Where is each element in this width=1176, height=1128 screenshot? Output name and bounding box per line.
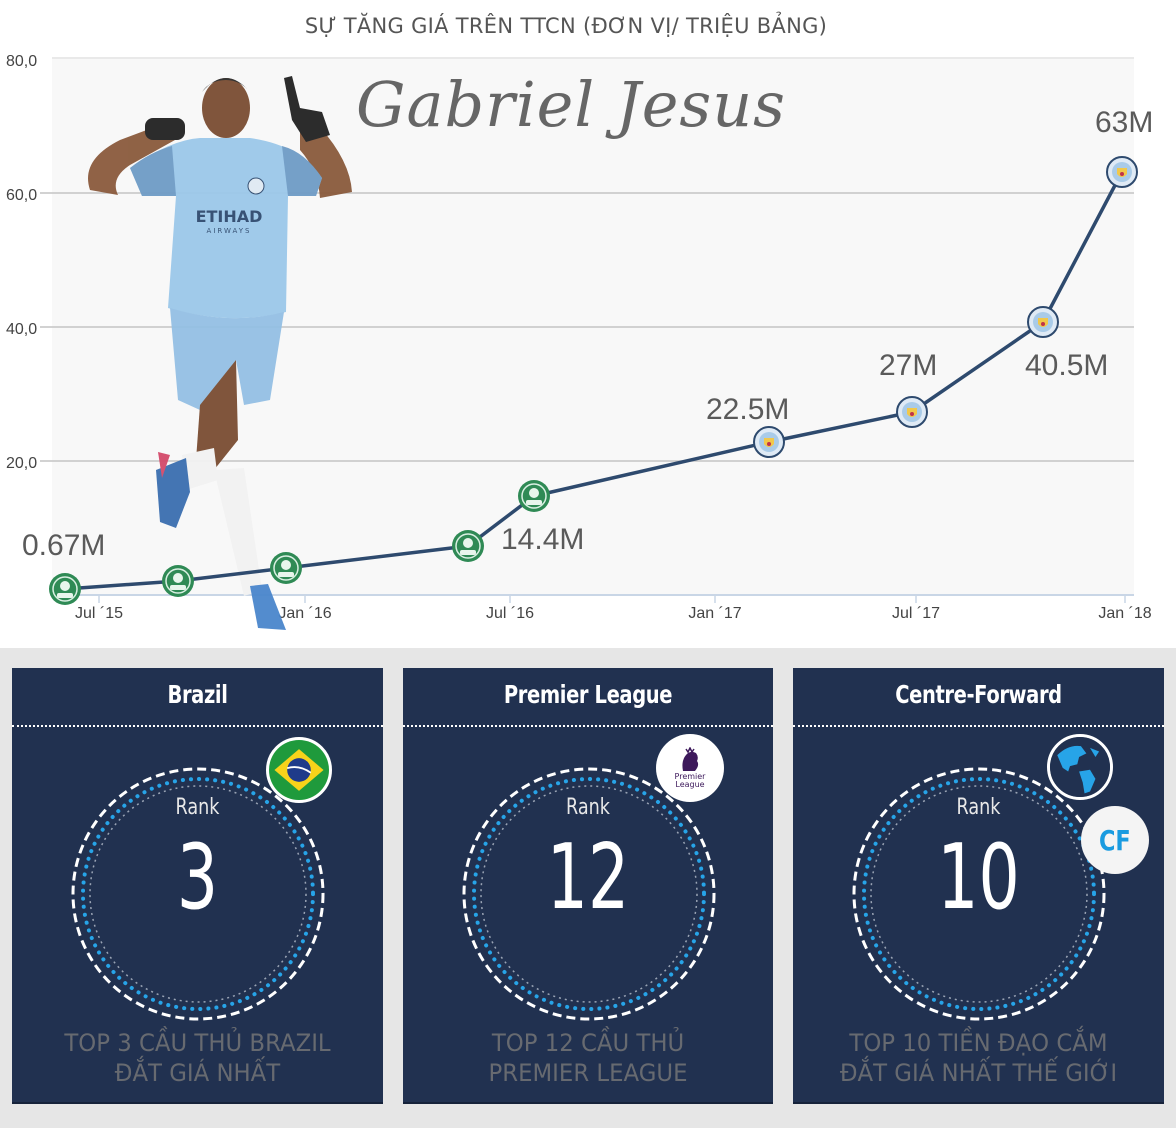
rank-label: Rank bbox=[175, 795, 220, 820]
x-tick-label: Jan ´17 bbox=[688, 605, 741, 622]
svg-text:AIRWAYS: AIRWAYS bbox=[207, 227, 252, 235]
rank-ring bbox=[462, 767, 716, 1021]
card-title: Brazil bbox=[167, 680, 228, 709]
x-tick-label: Jul ´15 bbox=[75, 605, 123, 622]
x-tick-label: Jul ´16 bbox=[486, 605, 534, 622]
man-city-marker-icons bbox=[753, 156, 1138, 458]
y-axis: 80,0 60,0 40,0 20,0 bbox=[6, 53, 37, 472]
caption-line: TOP 12 CẦU THỦ bbox=[491, 1029, 685, 1057]
palmeiras-marker-icons bbox=[49, 480, 550, 605]
gridlines bbox=[40, 57, 1134, 596]
premier-league-logo-icon: Premier League bbox=[656, 734, 724, 802]
palmeiras-badge-icon[interactable] bbox=[518, 480, 550, 512]
card-caption: TOP 12 CẦU THỦ PREMIER LEAGUE bbox=[412, 1028, 764, 1088]
data-label: 27M bbox=[879, 349, 937, 382]
card-title: Centre-Forward bbox=[895, 680, 1062, 709]
rank-ring bbox=[71, 767, 325, 1021]
data-label: 40.5M bbox=[1025, 349, 1108, 382]
position-badge-cf: CF bbox=[1081, 806, 1149, 874]
y-tick-label: 40,0 bbox=[6, 321, 37, 338]
card-caption: TOP 3 CẦU THỦ BRAZIL ĐẮT GIÁ NHẤT bbox=[21, 1028, 373, 1088]
x-tick-labels: Jul ´15 Jan ´16 Jul ´16 Jan ´17 Jul ´17 … bbox=[75, 605, 1152, 622]
card-caption: TOP 10 TIỀN ĐẠO CẮM ĐẮT GIÁ NHẤT THẾ GIỚ… bbox=[802, 1028, 1154, 1088]
caption-line: ĐẮT GIÁ NHẤT THẾ GIỚI bbox=[839, 1059, 1118, 1087]
data-label: 63M bbox=[1095, 106, 1153, 139]
data-label: 0.67M bbox=[22, 529, 105, 562]
card-title: Premier League bbox=[503, 680, 673, 709]
x-tick-label: Jul ´17 bbox=[892, 605, 940, 622]
data-labels: 0.67M 14.4M 22.5M 27M 40.5M 63M bbox=[22, 106, 1153, 562]
man-city-badge-icon[interactable] bbox=[1106, 156, 1138, 188]
rank-card-centre-forward: Centre-Forward CF Rank 10 TOP 10 TIỀN ĐẠ… bbox=[793, 668, 1164, 1104]
card-divider bbox=[403, 725, 773, 727]
caption-line: ĐẮT GIÁ NHẤT bbox=[114, 1059, 281, 1087]
y-tick-label: 80,0 bbox=[6, 53, 37, 70]
chart-canvas: 80,0 60,0 40,0 20,0 Jul ´15 Jan ´16 Jul … bbox=[6, 53, 1153, 630]
x-tick-label: Jan ´18 bbox=[1098, 605, 1151, 622]
player-name-heading: Gabriel Jesus bbox=[356, 68, 786, 141]
caption-line: TOP 10 TIỀN ĐẠO CẮM bbox=[849, 1029, 1108, 1057]
chart-title: SỰ TĂNG GIÁ TRÊN TTCN (ĐƠN VỊ/ TRIỆU BẢN… bbox=[304, 14, 828, 38]
player-photo: ETIHAD AIRWAYS bbox=[88, 76, 352, 630]
badge-text: League bbox=[675, 780, 705, 789]
position-badge-text: CF bbox=[1099, 823, 1131, 857]
palmeiras-badge-icon[interactable] bbox=[49, 573, 81, 605]
market-value-chart: SỰ TĂNG GIÁ TRÊN TTCN (ĐƠN VỊ/ TRIỆU BẢN… bbox=[6, 14, 1154, 630]
rank-ring bbox=[852, 767, 1106, 1021]
rank-value: 3 bbox=[176, 825, 219, 930]
rank-label: Rank bbox=[566, 795, 610, 820]
brazil-flag-icon bbox=[266, 737, 332, 803]
data-label: 22.5M bbox=[706, 393, 789, 426]
rank-card-premier-league: Premier League Premier League Rank 12 TO… bbox=[403, 668, 773, 1104]
caption-line: TOP 3 CẦU THỦ BRAZIL bbox=[64, 1029, 331, 1057]
data-label: 14.4M bbox=[501, 523, 584, 556]
card-divider bbox=[793, 725, 1164, 727]
svg-text:ETIHAD: ETIHAD bbox=[196, 207, 263, 226]
man-city-badge-icon[interactable] bbox=[753, 426, 785, 458]
rank-value: 10 bbox=[937, 825, 1020, 930]
rank-cards-panel: Brazil Rank 3 TOP 3 CẦU THỦ BRAZIL ĐẮT G… bbox=[0, 648, 1176, 1128]
globe-icon bbox=[1047, 734, 1113, 800]
x-tick-label: Jan ´16 bbox=[278, 605, 331, 622]
rank-label: Rank bbox=[956, 795, 1001, 820]
palmeiras-badge-icon[interactable] bbox=[270, 552, 302, 584]
card-divider bbox=[12, 725, 383, 727]
man-city-badge-icon[interactable] bbox=[1027, 306, 1059, 338]
rank-value: 12 bbox=[546, 825, 630, 930]
palmeiras-badge-icon[interactable] bbox=[162, 565, 194, 597]
badge-text: Premier bbox=[674, 772, 706, 781]
caption-line: PREMIER LEAGUE bbox=[488, 1059, 688, 1087]
man-city-badge-icon[interactable] bbox=[896, 396, 928, 428]
y-tick-label: 60,0 bbox=[6, 187, 37, 204]
palmeiras-badge-icon[interactable] bbox=[452, 530, 484, 562]
rank-card-brazil: Brazil Rank 3 TOP 3 CẦU THỦ BRAZIL ĐẮT G… bbox=[12, 668, 383, 1104]
y-tick-label: 20,0 bbox=[6, 455, 37, 472]
x-axis bbox=[98, 595, 1126, 603]
